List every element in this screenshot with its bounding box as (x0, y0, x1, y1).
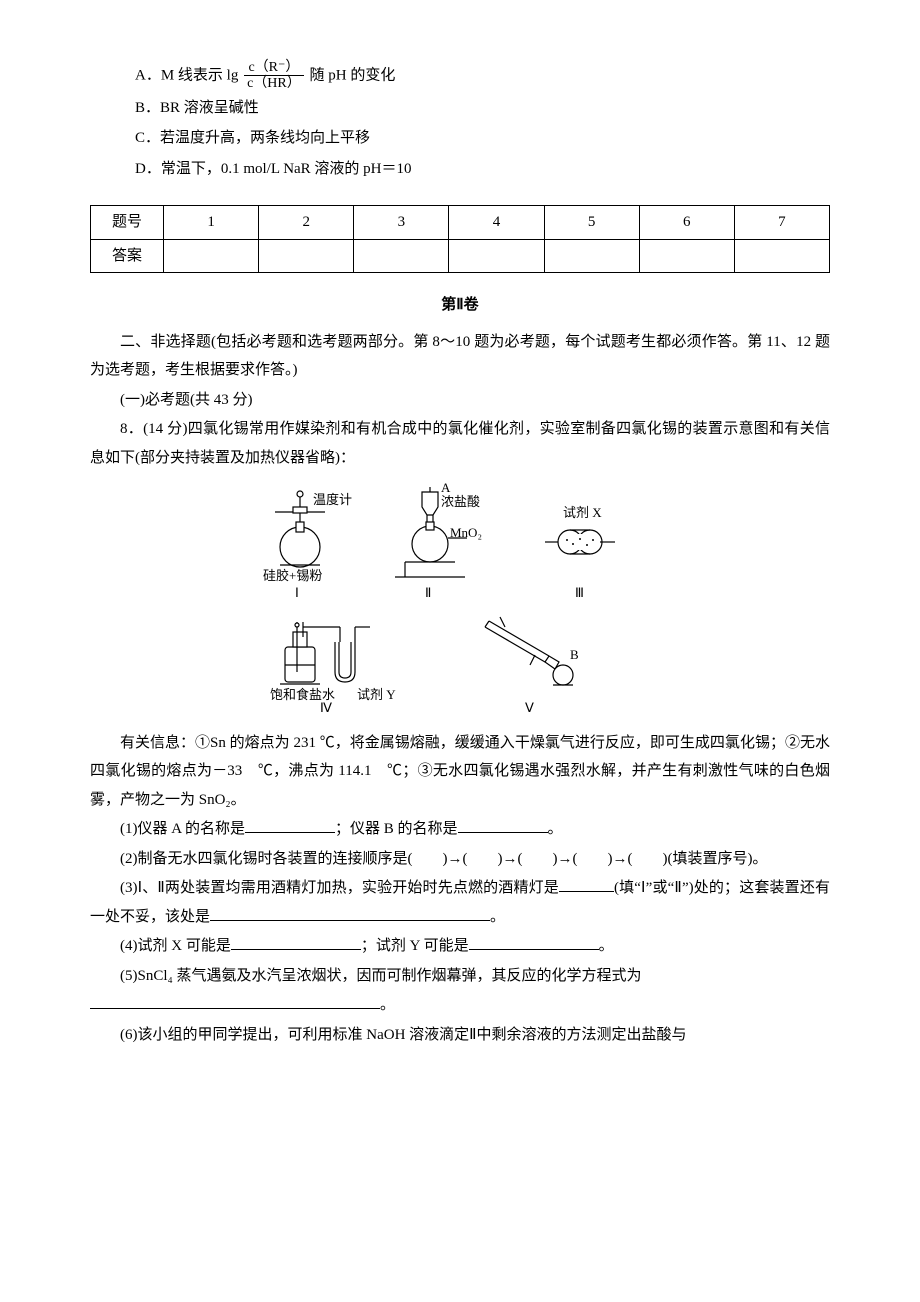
table-row: 答案 (91, 239, 830, 273)
q8-info: 有关信息：①Sn 的熔点为 231 ℃，将金属锡熔融，缓缓通入干燥氯气进行反应，… (90, 729, 830, 815)
fraction-denominator: c（HR） (244, 76, 304, 91)
svg-text:Ⅲ: Ⅲ (575, 585, 584, 600)
text: (5)SnCl₄ 蒸气遇氨及水汽呈浓烟状，因而可制作烟幕弹，其反应的化学方程式为 (120, 968, 642, 984)
blank (245, 817, 335, 833)
text: 。 (548, 821, 563, 837)
table-cell: 7 (734, 206, 829, 240)
fraction-numerator: c（R⁻） (244, 60, 304, 76)
svg-text:B: B (570, 647, 579, 662)
table-row: 题号 1 2 3 4 5 6 7 (91, 206, 830, 240)
svg-text:MnO₂: MnO₂ (450, 525, 482, 540)
blank (90, 993, 380, 1009)
option-B: B．BR 溶液呈碱性 (135, 94, 830, 123)
option-A-post: 随 pH 的变化 (310, 67, 396, 83)
table-cell (639, 239, 734, 273)
nonselect-intro: 二、非选择题(包括必考题和选考题两部分。第 8～10 题为必考题，每个试题考生都… (90, 328, 830, 385)
svg-text:浓盐酸: 浓盐酸 (441, 494, 480, 509)
table-cell (544, 239, 639, 273)
svg-text:Ⅱ: Ⅱ (425, 585, 431, 600)
blank (231, 934, 361, 950)
blank (210, 905, 490, 921)
fraction: c（R⁻） c（HR） (244, 60, 304, 92)
answer-table: 题号 1 2 3 4 5 6 7 答案 (90, 205, 830, 273)
text: 。 (380, 997, 395, 1013)
text: (4)试剂 X 可能是 (120, 938, 231, 954)
table-cell: 6 (639, 206, 734, 240)
table-cell (259, 239, 354, 273)
apparatus-figure: 温度计 硅胶+锡粉 Ⅰ A 浓盐酸 MnO₂ Ⅱ (90, 482, 830, 723)
table-cell (449, 239, 544, 273)
svg-text:试剂 X: 试剂 X (563, 505, 602, 520)
table-cell: 2 (259, 206, 354, 240)
svg-text:硅胶+锡粉: 硅胶+锡粉 (263, 568, 322, 583)
svg-text:Ⅴ: Ⅴ (525, 700, 534, 712)
table-cell: 4 (449, 206, 544, 240)
option-D: D．常温下，0.1 mol/L NaR 溶液的 pH＝10 (135, 155, 830, 184)
table-cell: 5 (544, 206, 639, 240)
text: ；仪器 B 的名称是 (335, 821, 458, 837)
text: (1)仪器 A 的名称是 (120, 821, 245, 837)
table-cell (354, 239, 449, 273)
option-C: C．若温度升高，两条线均向上平移 (135, 124, 830, 153)
svg-text:Ⅰ: Ⅰ (295, 585, 299, 600)
q8-2: (2)制备无水四氯化锡时各装置的连接顺序是( )→( )→( )→( )→( )… (90, 845, 830, 874)
must-title: (一)必考题(共 43 分) (90, 386, 830, 415)
blank (469, 934, 599, 950)
row-label: 题号 (91, 206, 164, 240)
table-cell (734, 239, 829, 273)
svg-text:试剂 Y: 试剂 Y (357, 687, 396, 702)
svg-text:温度计: 温度计 (313, 492, 352, 507)
option-A-pre: A．M 线表示 lg (135, 67, 238, 83)
q8-5-blank-line: 。 (90, 991, 830, 1020)
q8-stem: 8．(14 分)四氯化锡常用作媒染剂和有机合成中的氯化催化剂，实验室制备四氯化锡… (90, 415, 830, 472)
q8-6: (6)该小组的甲同学提出，可利用标准 NaOH 溶液滴定Ⅱ中剩余溶液的方法测定出… (90, 1021, 830, 1050)
q8-3: (3)Ⅰ、Ⅱ两处装置均需用酒精灯加热，实验开始时先点燃的酒精灯是(填“Ⅰ”或“Ⅱ… (90, 874, 830, 931)
q8-4: (4)试剂 X 可能是 ；试剂 Y 可能是 。 (90, 932, 830, 961)
q8-5: (5)SnCl₄ 蒸气遇氨及水汽呈浓烟状，因而可制作烟幕弹，其反应的化学方程式为 (90, 962, 830, 991)
table-cell (164, 239, 259, 273)
text: (3)Ⅰ、Ⅱ两处装置均需用酒精灯加热，实验开始时先点燃的酒精灯是 (120, 880, 559, 896)
row-label: 答案 (91, 239, 164, 273)
text: 。 (599, 938, 614, 954)
section-2-title: 第Ⅱ卷 (90, 291, 830, 320)
blank (559, 876, 614, 892)
option-A: A．M 线表示 lg c（R⁻） c（HR） 随 pH 的变化 (135, 60, 830, 92)
blank (458, 817, 548, 833)
text: 。 (490, 909, 505, 925)
table-cell: 3 (354, 206, 449, 240)
text: ；试剂 Y 可能是 (361, 938, 469, 954)
table-cell: 1 (164, 206, 259, 240)
q8-1: (1)仪器 A 的名称是 ；仪器 B 的名称是 。 (90, 815, 830, 844)
svg-text:Ⅳ: Ⅳ (320, 700, 332, 712)
